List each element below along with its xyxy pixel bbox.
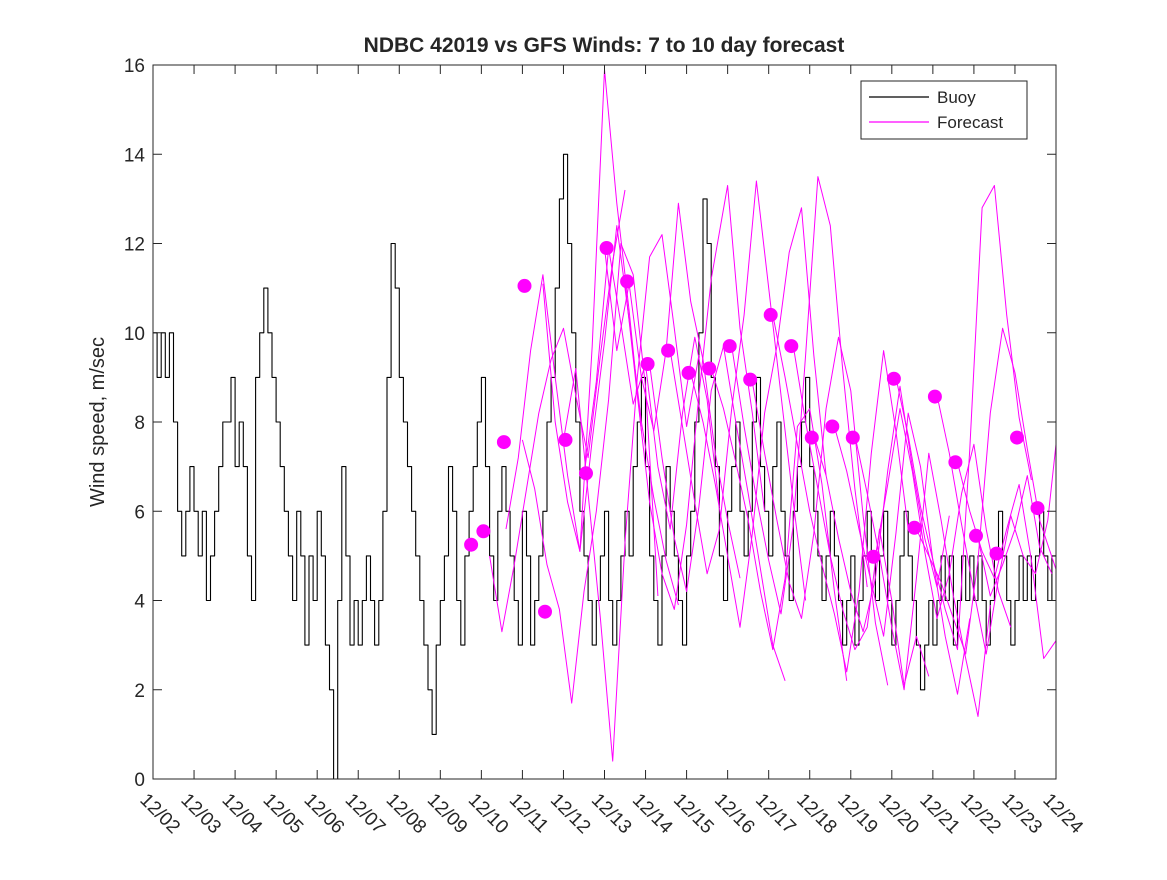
forecast-marker <box>927 389 942 404</box>
series-forecast-line-21 <box>895 185 1032 651</box>
forecast-marker <box>969 528 983 543</box>
y-tick-label: 16 <box>124 56 145 77</box>
series-forecast-line-15 <box>772 314 909 673</box>
forecast-marker <box>722 339 737 354</box>
y-tick-label: 14 <box>124 145 146 166</box>
series-forecast-line-20 <box>874 408 1012 628</box>
forecast-marker <box>538 604 552 619</box>
forecast-marker <box>743 372 758 387</box>
series-forecast-line-11 <box>690 207 827 628</box>
forecast-marker <box>476 524 491 539</box>
forecast-marker <box>599 241 614 255</box>
legend-label-forecast: Forecast <box>937 113 1003 132</box>
series-forecast-line-8 <box>624 185 766 610</box>
forecast-marker <box>866 549 881 564</box>
forecast-marker <box>558 432 573 447</box>
forecast-marker <box>517 278 532 293</box>
series-forecast-line-9 <box>649 345 786 681</box>
y-tick-label: 0 <box>134 770 145 791</box>
forecast-marker <box>464 537 479 552</box>
y-tick-label: 10 <box>124 324 145 345</box>
series-forecast-line-25 <box>977 475 1053 597</box>
forecast-marker <box>1010 430 1024 445</box>
legend-box <box>860 80 1028 140</box>
forecast-marker <box>702 361 717 376</box>
forecast-marker <box>907 520 922 535</box>
series-forecast-line-24 <box>957 462 1057 659</box>
series-forecast-line-17 <box>813 385 950 633</box>
legend: Buoy Forecast <box>860 80 1028 140</box>
forecast-marker <box>886 371 901 386</box>
chart-title: NDBC 42019 vs GFS Winds: 7 to 10 day for… <box>364 34 845 57</box>
forecast-marker <box>496 435 511 450</box>
forecast-marker <box>620 274 635 289</box>
forecast-marker <box>845 430 860 445</box>
forecast-marker <box>948 455 963 470</box>
series-forecast-line-3 <box>521 243 659 704</box>
forecast-marker <box>579 466 593 481</box>
series-buoy-line <box>153 153 1056 780</box>
y-tick-label: 2 <box>134 681 145 702</box>
series-forecast-line-6 <box>583 247 720 530</box>
legend-label-buoy: Buoy <box>937 88 976 107</box>
forecast-marker <box>804 430 819 445</box>
series-forecast-line-4 <box>542 225 679 606</box>
y-tick-label: 6 <box>134 502 145 523</box>
forecast-marker <box>763 307 778 322</box>
series-forecast-line-13 <box>731 176 868 615</box>
series-forecast-line-7 <box>604 202 741 579</box>
series-forecast-line-10 <box>669 180 807 601</box>
series-forecast-line-1 <box>489 189 626 633</box>
series-forecast-line-22 <box>915 327 1057 655</box>
series-forecast-line-16 <box>792 346 930 686</box>
y-tick-label: 4 <box>134 592 145 613</box>
y-tick-label: 12 <box>124 235 145 256</box>
forecast-marker <box>640 357 655 371</box>
series-forecast-line-12 <box>710 368 848 681</box>
y-axis-label: Wind speed, m/sec <box>87 337 109 507</box>
markers-group <box>464 241 1045 619</box>
series-forecast-line-18 <box>833 412 971 695</box>
forecast-marker <box>681 365 696 380</box>
series-forecast-line-23 <box>936 395 1057 655</box>
forecast-marker <box>661 343 676 358</box>
forecast-marker <box>1030 501 1045 516</box>
forecast-marker <box>989 546 1004 561</box>
series-forecast-line-14 <box>751 336 889 686</box>
forecast-marker <box>784 339 799 354</box>
forecast-marker <box>825 419 840 434</box>
series-forecast-line-2 <box>505 69 642 552</box>
y-tick-label: 8 <box>134 413 145 434</box>
